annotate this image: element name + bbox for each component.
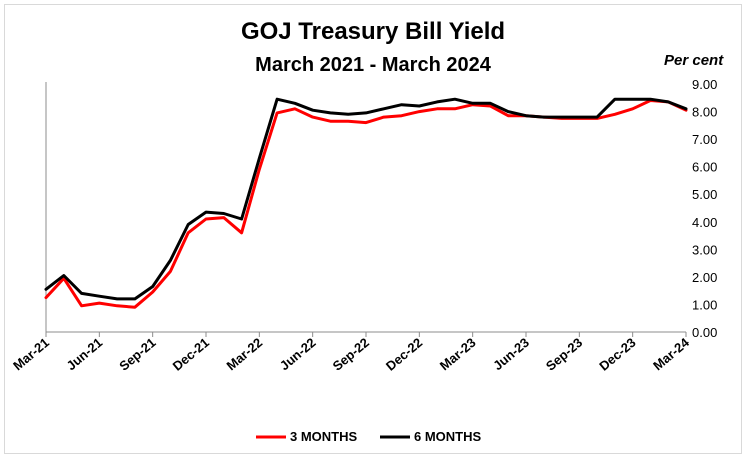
x-tick-label: Jun-22 bbox=[277, 335, 319, 373]
y-tick-label: 3.00 bbox=[692, 242, 717, 257]
legend-label: 6 MONTHS bbox=[414, 429, 482, 444]
x-tick-label: Mar-24 bbox=[650, 334, 692, 373]
y-tick-label: 2.00 bbox=[692, 270, 717, 285]
x-tick-label: Mar-23 bbox=[437, 335, 479, 373]
y-tick-label: 4.00 bbox=[692, 215, 717, 230]
y-axis-unit-label: Per cent bbox=[664, 52, 724, 69]
x-tick-label: Sep-23 bbox=[543, 335, 585, 374]
series-line-6-months bbox=[44, 97, 688, 301]
chart-frame bbox=[4, 4, 742, 454]
chart-title: GOJ Treasury Bill Yield bbox=[240, 18, 506, 45]
chart-subtitle: March 2021 - March 2024 bbox=[255, 54, 491, 76]
y-tick-label: 9.00 bbox=[692, 77, 717, 92]
legend-label: 3 MONTHS bbox=[290, 429, 358, 444]
y-tick-label: 8.00 bbox=[692, 105, 717, 120]
x-tick-label: Dec-21 bbox=[170, 335, 212, 374]
y-tick-label: 1.00 bbox=[692, 297, 717, 312]
chart-legend: 3 MONTHS 6 MONTHS bbox=[256, 429, 482, 444]
series-line-3-months bbox=[44, 99, 688, 309]
x-tick-label: Jun-23 bbox=[490, 335, 532, 373]
x-tick-label: Jun-21 bbox=[64, 335, 106, 373]
y-axis-ticks: 0.00 1.00 2.00 3.00 4.00 5.00 6.00 7.00 8.00 9.00 bbox=[692, 77, 717, 340]
x-tick-label: Dec-22 bbox=[383, 335, 425, 374]
y-tick-label: 0.00 bbox=[692, 325, 717, 340]
x-tick-label: Mar-22 bbox=[224, 335, 266, 373]
x-tick-label: Sep-21 bbox=[116, 335, 158, 374]
x-tick-label: Dec-23 bbox=[596, 335, 638, 374]
x-axis-ticks: Mar-21 Jun-21 Sep-21 Dec-21 Mar-22 Jun-22 Sep-… bbox=[10, 332, 693, 374]
y-tick-label: 6.00 bbox=[692, 160, 717, 175]
y-tick-label: 7.00 bbox=[692, 132, 717, 147]
plot-area bbox=[44, 82, 688, 333]
y-tick-label: 5.00 bbox=[692, 187, 717, 202]
x-tick-label: Mar-21 bbox=[10, 335, 52, 373]
x-tick-label: Sep-22 bbox=[330, 335, 372, 374]
